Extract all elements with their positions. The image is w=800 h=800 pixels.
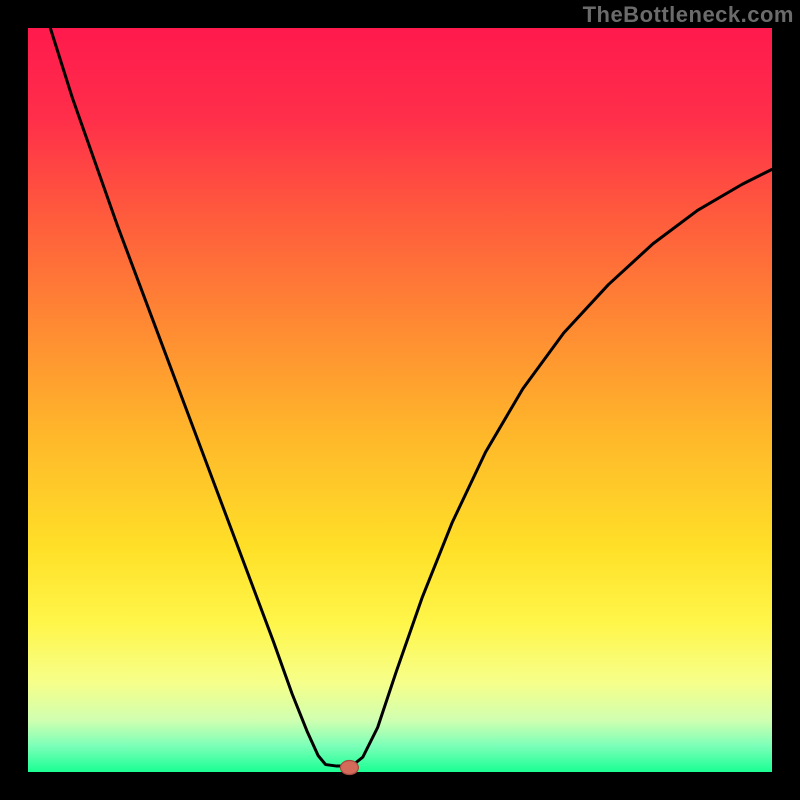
optimal-point-marker bbox=[340, 761, 358, 775]
chart-container: TheBottleneck.com bbox=[0, 0, 800, 800]
bottleneck-chart bbox=[0, 0, 800, 800]
watermark-label: TheBottleneck.com bbox=[583, 2, 794, 28]
